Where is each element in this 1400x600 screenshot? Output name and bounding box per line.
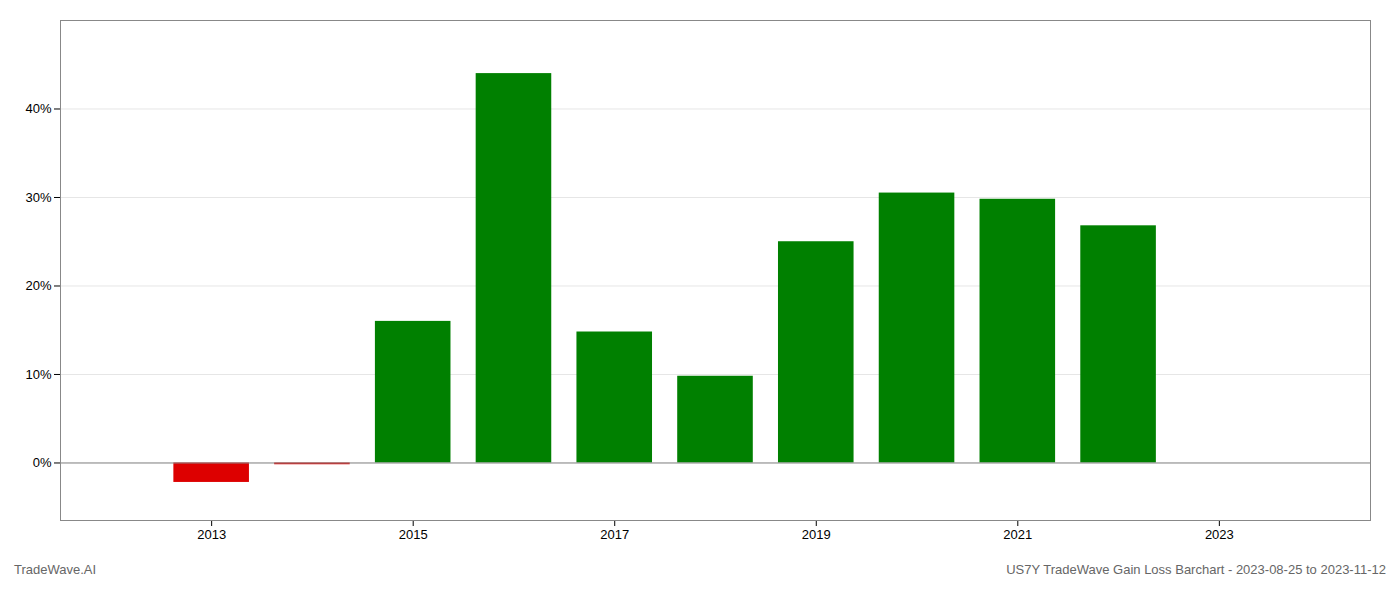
svg-text:30%: 30% xyxy=(25,190,51,205)
svg-text:2017: 2017 xyxy=(600,527,629,542)
svg-text:10%: 10% xyxy=(25,367,51,382)
svg-text:2021: 2021 xyxy=(1003,527,1032,542)
svg-text:2013: 2013 xyxy=(197,527,226,542)
html-text:TradeWave.AI: TradeWave.AI xyxy=(14,562,97,577)
svg-text:20%: 20% xyxy=(25,278,51,293)
svg-text:40%: 40% xyxy=(25,101,51,116)
svg-text:2019: 2019 xyxy=(802,527,831,542)
svg-text:2023: 2023 xyxy=(1205,527,1234,542)
html-text:US7Y TradeWave Gain Loss Barch: US7Y TradeWave Gain Loss Barchart - 2023… xyxy=(1006,562,1386,577)
svg-text:0%: 0% xyxy=(33,455,52,470)
svg-text:2015: 2015 xyxy=(399,527,428,542)
